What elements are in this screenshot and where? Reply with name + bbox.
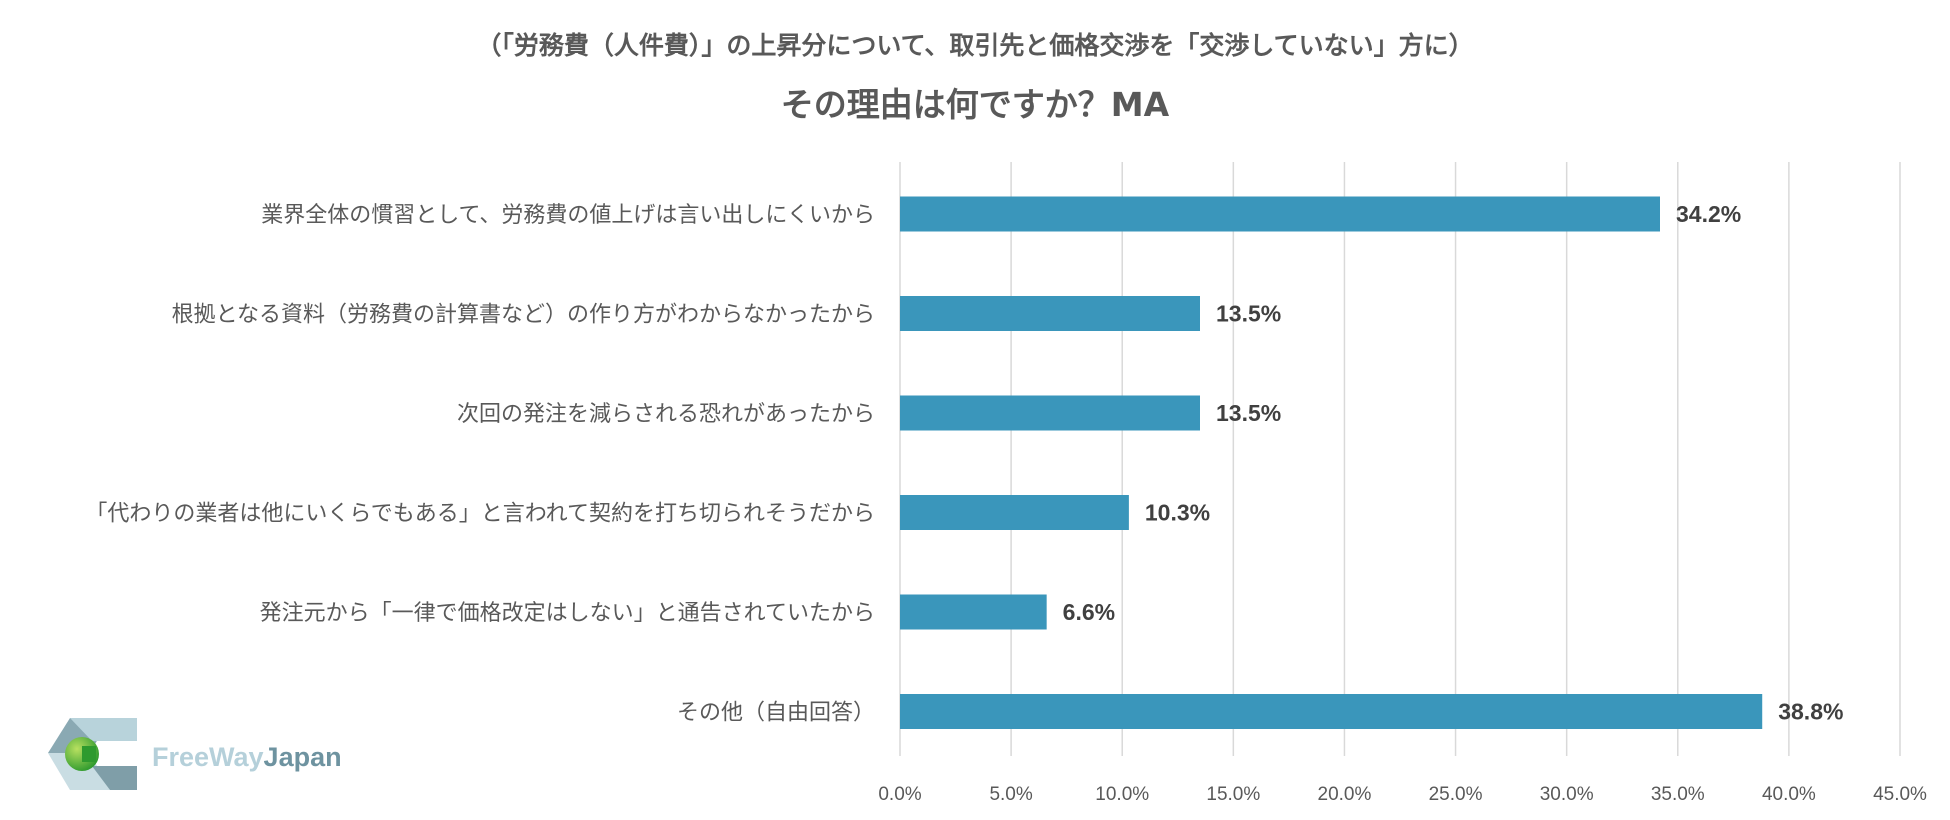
x-tick-label: 35.0% <box>1651 784 1705 805</box>
x-tick-label: 25.0% <box>1429 784 1483 805</box>
x-tick-label: 40.0% <box>1762 784 1816 805</box>
bar <box>900 694 1763 729</box>
x-tick-label: 20.0% <box>1318 784 1372 805</box>
x-tick-label: 15.0% <box>1206 784 1260 805</box>
x-tick-label: 10.0% <box>1095 784 1149 805</box>
x-tick-label: 45.0% <box>1873 784 1927 805</box>
chart-title-line2: その理由は何ですか？MA <box>780 85 1170 124</box>
category-label: その他（自由回答） <box>677 701 875 726</box>
category-label: 根拠となる資料（労務費の計算書など）の作り方がわからなかったから <box>172 303 875 328</box>
category-label: 「代わりの業者は他にいくらでもある」と言われて契約を打ち切られそうだから <box>85 502 875 527</box>
bar <box>900 196 1660 232</box>
bar <box>900 296 1200 331</box>
x-tick-label: 0.0% <box>878 784 921 805</box>
x-tick-label: 30.0% <box>1540 784 1594 805</box>
x-tick-label: 5.0% <box>989 784 1032 805</box>
category-label: 発注元から「一律で価格改定はしない」と通告されていたから <box>260 601 875 626</box>
data-label: 13.5% <box>1216 400 1281 426</box>
logo-text: FreeWayJapan <box>152 742 342 772</box>
chart-title-line1: （「労務費（人件費）」の上昇分について、取引先と価格交渉を「交渉していない」方に… <box>476 31 1474 60</box>
category-label: 業界全体の慣習として、労務費の値上げは言い出しにくいから <box>261 203 875 228</box>
bar <box>900 395 1200 431</box>
bar <box>900 495 1129 530</box>
data-label: 13.5% <box>1216 301 1281 327</box>
data-label: 10.3% <box>1145 500 1210 526</box>
data-label: 6.6% <box>1063 599 1115 625</box>
freewayjapan-logo <box>48 718 137 790</box>
data-label: 34.2% <box>1676 201 1741 227</box>
data-label: 38.8% <box>1778 699 1843 725</box>
bar <box>900 594 1047 630</box>
category-label: 次回の発注を減らされる恐れがあったから <box>457 402 875 427</box>
